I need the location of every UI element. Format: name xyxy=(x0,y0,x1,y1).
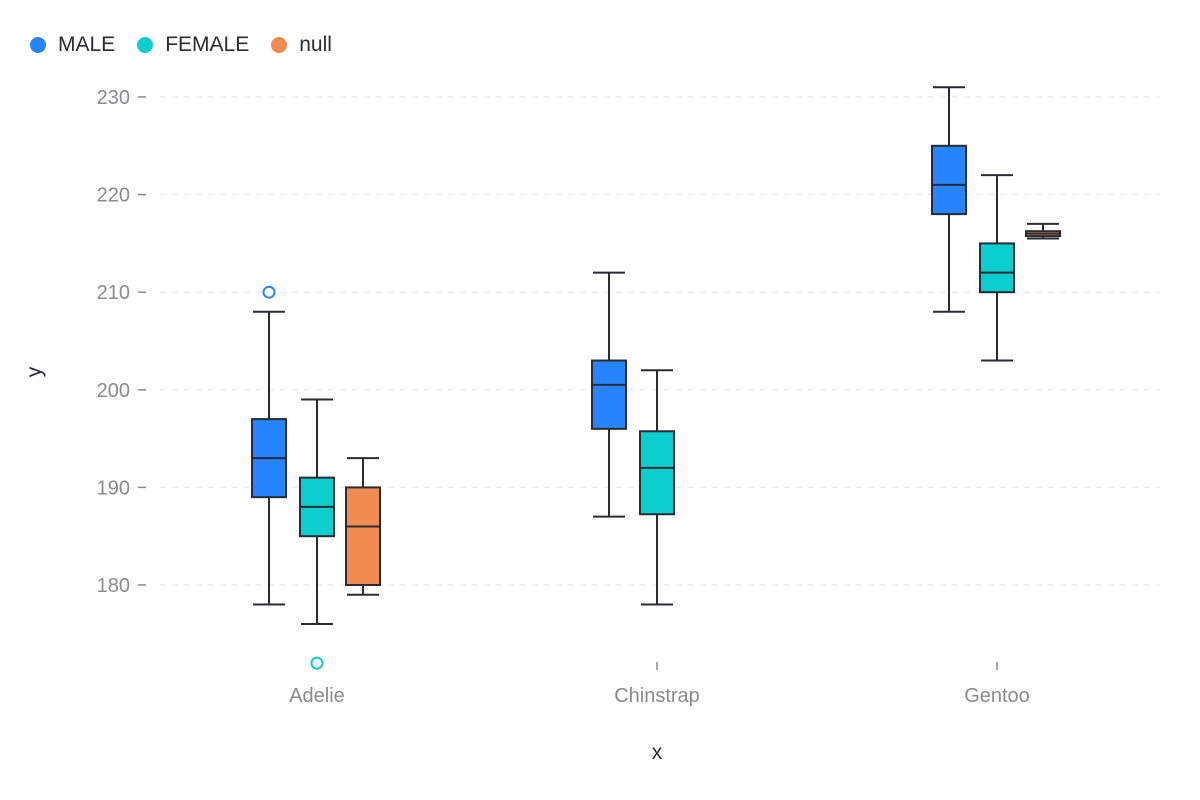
y-tick-label-220: 220 xyxy=(97,185,130,207)
x-tick-label-gentoo: Gentoo xyxy=(964,685,1030,707)
outlier-female-adelie-0 xyxy=(310,656,324,670)
legend-label-male: MALE xyxy=(58,33,116,56)
x-tick-label-adelie: Adelie xyxy=(289,685,345,707)
legend-marker-null xyxy=(271,37,288,53)
iqr-box-female-chinstrap xyxy=(639,430,675,516)
iqr-box-null-adelie xyxy=(345,486,381,586)
legend-item-female[interactable]: FEMALE xyxy=(137,33,249,57)
chart-legend: MALE FEMALE null xyxy=(30,33,354,57)
box-female-gentoo xyxy=(979,174,1015,362)
box-layer xyxy=(251,86,1061,670)
legend-label-female: FEMALE xyxy=(165,33,250,56)
box-female-adelie xyxy=(299,398,335,670)
y-tick-label-190: 190 xyxy=(97,477,130,499)
y-tick-label-230: 230 xyxy=(97,87,130,109)
legend-marker-female xyxy=(137,37,154,53)
y-tick-label-180: 180 xyxy=(97,575,130,597)
y-axis-title: y xyxy=(23,366,46,377)
box-female-chinstrap xyxy=(639,369,675,606)
box-null-adelie xyxy=(345,457,381,596)
x-tick-label-chinstrap: Chinstrap xyxy=(614,685,700,707)
iqr-box-male-gentoo xyxy=(931,144,967,216)
legend-marker-male xyxy=(30,37,46,53)
axis-layer: 180 190 200 210 220 230 Adelie Chinstrap Gentoo xyxy=(97,87,1030,707)
box-null-gentoo xyxy=(1025,222,1061,240)
legend-item-male[interactable]: MALE xyxy=(30,33,115,57)
legend-item-null[interactable]: null xyxy=(271,33,332,57)
iqr-box-female-gentoo xyxy=(979,242,1015,294)
box-male-adelie xyxy=(251,285,287,606)
y-tick-label-210: 210 xyxy=(97,282,130,304)
legend-label-null: null xyxy=(299,33,332,56)
x-axis-title: x xyxy=(652,741,663,764)
box-male-gentoo xyxy=(931,86,967,313)
iqr-box-male-chinstrap xyxy=(591,359,627,430)
outlier-male-adelie-0 xyxy=(262,285,276,299)
box-male-chinstrap xyxy=(591,271,627,518)
y-tick-label-200: 200 xyxy=(97,380,130,402)
